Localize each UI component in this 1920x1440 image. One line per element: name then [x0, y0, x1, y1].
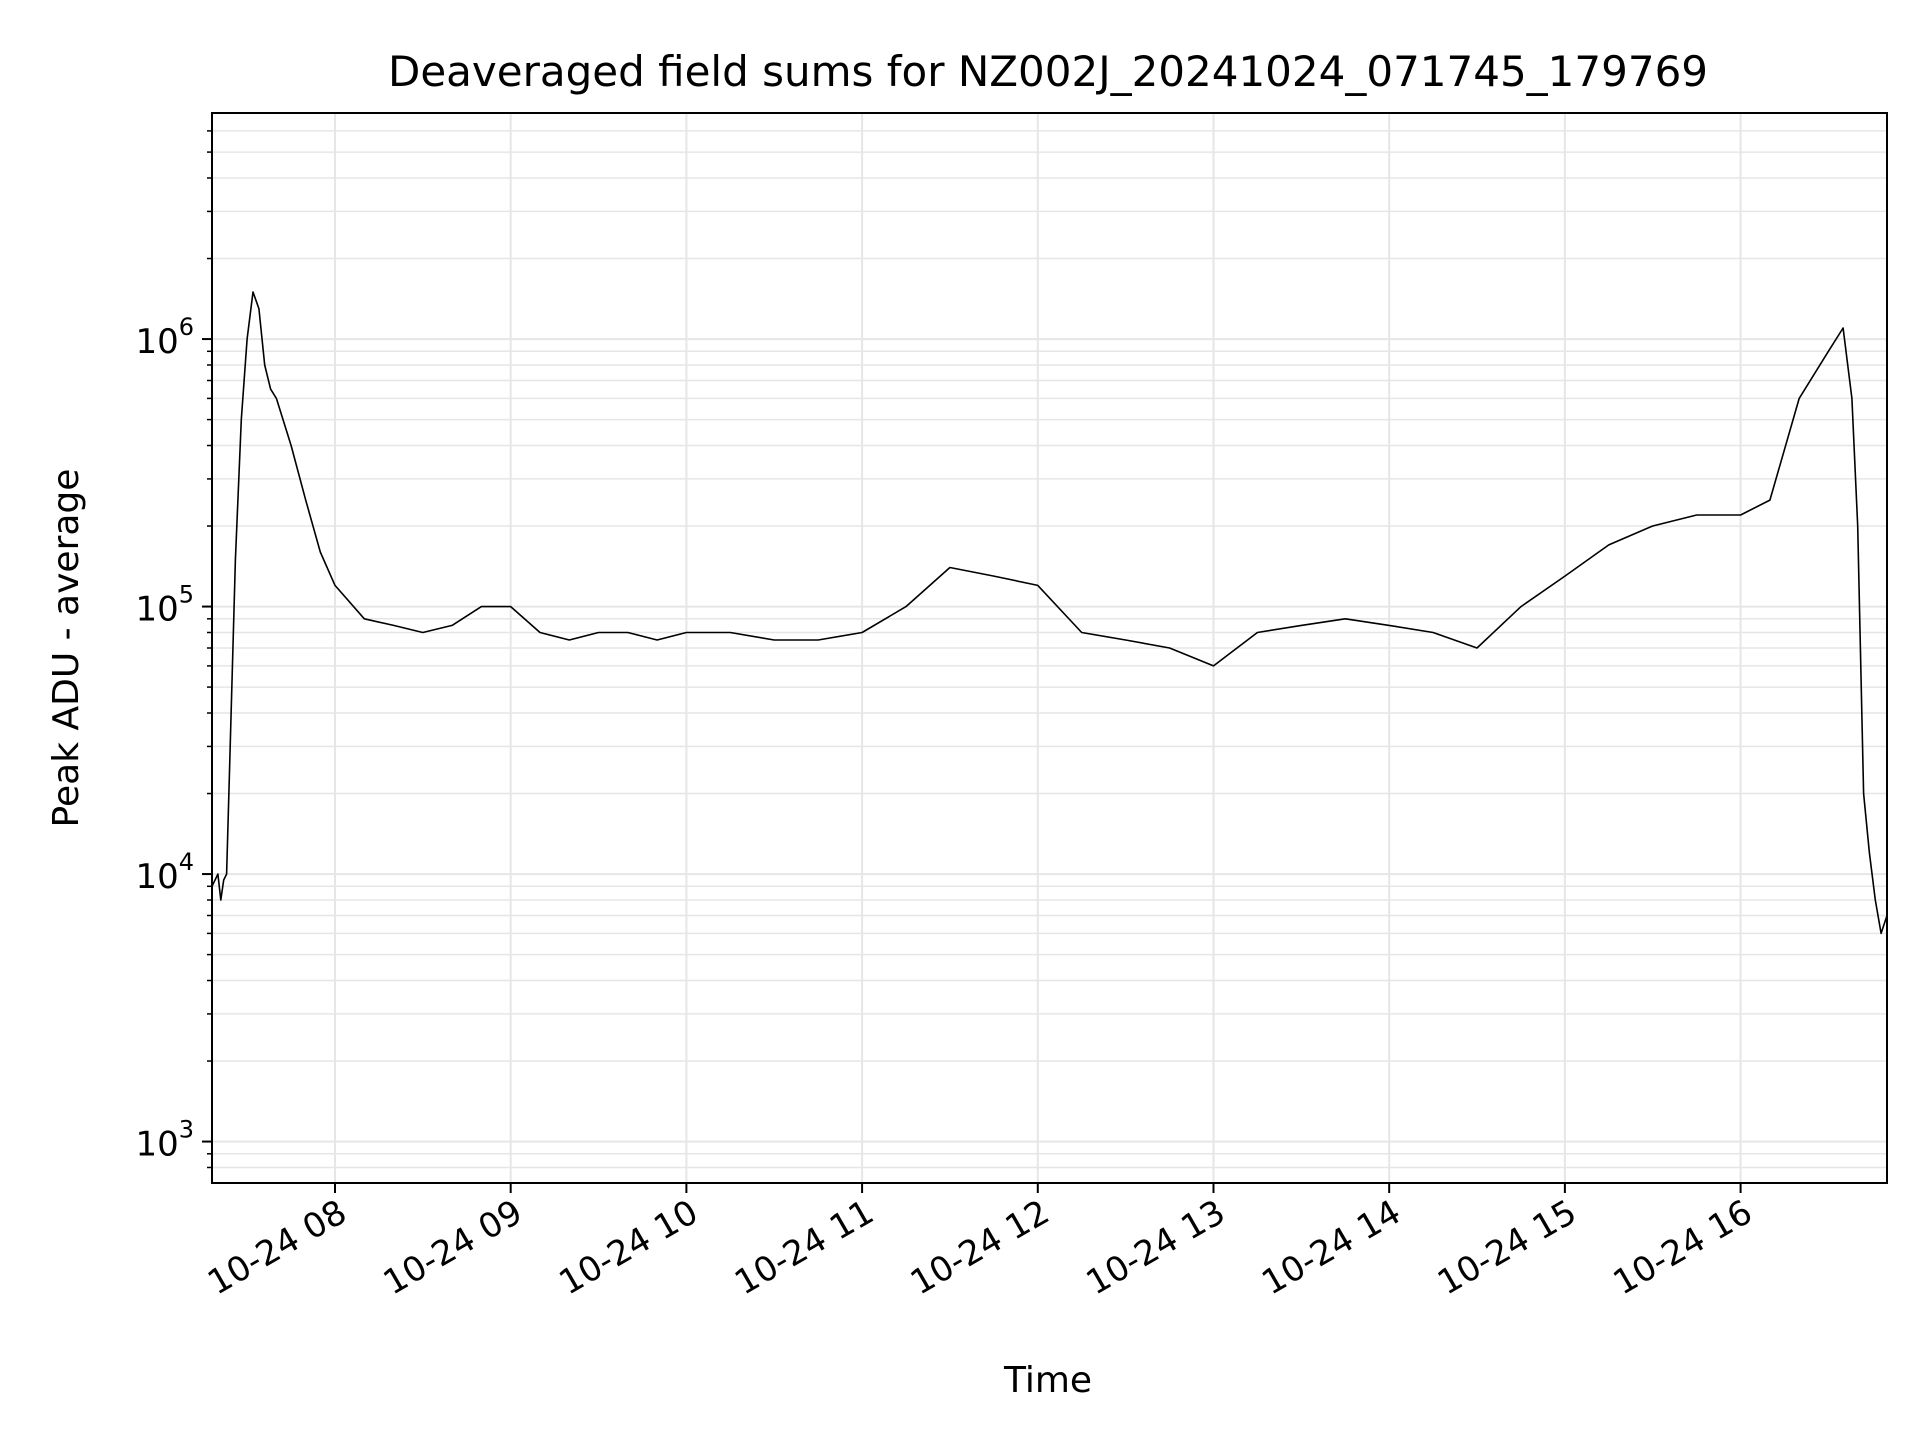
- y-tick-label: 105: [135, 581, 194, 630]
- y-axis-label: Peak ADU - average: [46, 469, 87, 828]
- x-axis-label: Time: [1003, 1360, 1092, 1401]
- chart-title: Deaveraged field sums for NZ002J_2024102…: [388, 47, 1708, 96]
- y-tick-label: 106: [135, 313, 194, 362]
- y-tick-label: 103: [135, 1116, 194, 1165]
- y-axis-ticks: 103 104 105 106: [135, 130, 212, 1169]
- y-tick-label: 104: [135, 848, 194, 897]
- grid-minor: [212, 130, 1887, 1169]
- data-layer: [211, 291, 1888, 935]
- grid-major: [212, 113, 1887, 1183]
- series-line: [211, 291, 1888, 935]
